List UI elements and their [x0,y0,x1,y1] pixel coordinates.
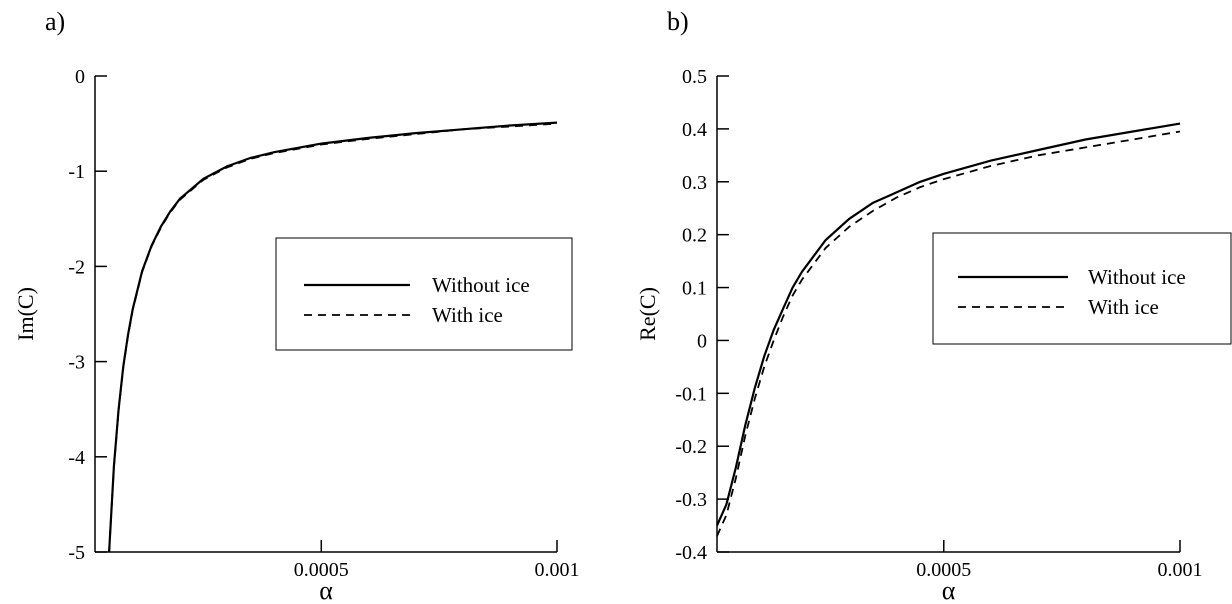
y-tick-label-b: 0.4 [682,119,707,141]
x-tick-label-a: 0.001 [535,559,580,581]
y-axis-label-b: Re(C) [635,287,660,341]
y-tick-label-b: -0.2 [675,436,707,458]
y-tick-label-b: -0.3 [675,489,707,511]
x-tick-label-b: 0.001 [1158,559,1203,581]
panel-label-a: a) [45,7,65,36]
series-line-with-ice-a [108,122,558,553]
series-line-without-ice-b [715,122,1181,527]
panel-b: b) 0.5 0.4 0.3 0.2 0.1 0 -0.1 -0.2 -0.3 -0.4 0.000… [635,7,1232,604]
x-tick-label-b: 0.0005 [916,559,971,581]
axes-b: 0.5 0.4 0.3 0.2 0.1 0 -0.1 -0.2 -0.3 -0.4 0.0005 0.… [635,66,1203,604]
legend-a: Without ice With ice [275,237,573,351]
y-tick-label-a: -3 [68,352,85,374]
y-tick-label-a: 0 [75,66,85,88]
series-line-with-ice-b [716,130,1181,537]
y-tick-label-b: -0.4 [675,542,707,564]
x-axis-label-b: α [942,576,956,604]
y-tick-label-a: -2 [68,256,85,278]
y-tick-label-b: -0.1 [675,383,707,405]
legend-label-without-ice-b: Without ice [1088,265,1186,289]
x-tick-label-a: 0.0005 [294,559,349,581]
y-tick-label-b: 0.3 [682,172,707,194]
legend-box-a [275,237,573,351]
y-tick-label-b: 0 [697,330,707,352]
legend-label-with-ice-a: With ice [432,303,503,327]
axes-a: 0 -1 -2 -3 -4 -5 0.0005 0.001 α Im(C) [13,66,580,604]
legend-box-b [932,232,1232,345]
curves-b [715,122,1181,537]
y-tick-label-b: 0.5 [682,66,707,88]
y-tick-label-a: -5 [68,542,85,564]
panel-label-b: b) [667,7,689,36]
legend-label-without-ice-a: Without ice [432,273,530,297]
legend-b: Without ice With ice [932,232,1232,345]
y-tick-label-a: -1 [68,161,85,183]
y-tick-label-a: -4 [68,447,85,469]
y-tick-label-b: 0.1 [682,278,707,300]
legend-label-with-ice-b: With ice [1088,295,1159,319]
curves-a [108,121,558,553]
y-tick-label-b: 0.2 [682,225,707,247]
panel-a: a) 0 -1 -2 -3 -4 -5 0.0005 0.001 α Im(C) Without … [13,7,580,604]
y-axis-label-a: Im(C) [13,287,38,341]
x-axis-label-a: α [319,576,333,604]
